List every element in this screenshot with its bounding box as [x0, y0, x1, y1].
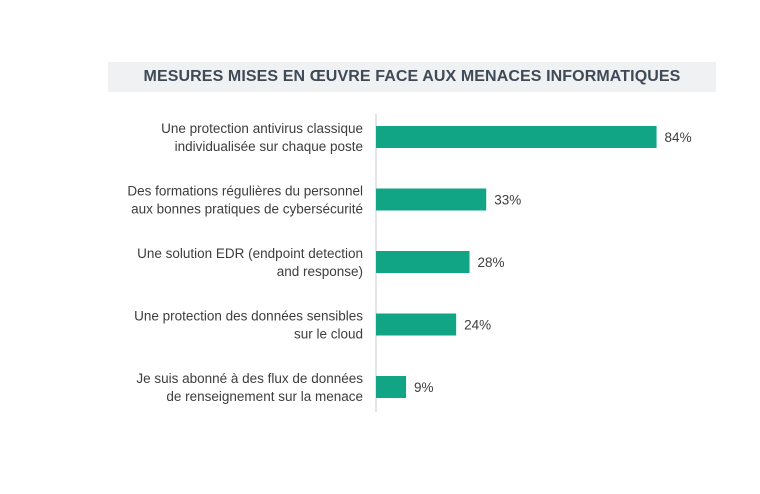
- bar-2: [376, 251, 470, 273]
- bars-layer: [376, 126, 657, 398]
- value-label-0: 84%: [665, 130, 692, 145]
- bar-4: [376, 376, 407, 398]
- category-label-0-line-1: individualisée sur chaque poste: [175, 139, 363, 154]
- category-label-2-line-0: Une solution EDR (endpoint detection: [137, 246, 363, 261]
- value-label-3: 24%: [464, 318, 491, 333]
- category-label-3-line-0: Une protection des données sensibles: [134, 309, 363, 324]
- category-label-4-line-0: Je suis abonné à des flux de données: [136, 371, 363, 386]
- value-labels: 84% 33% 28% 24% 9%: [414, 130, 692, 395]
- chart-title: MESURES MISES EN ŒUVRE FACE AUX MENACES …: [143, 68, 681, 85]
- category-label-0-line-0: Une protection antivirus classique: [161, 121, 363, 136]
- bar-0: [376, 126, 657, 148]
- category-label-3-line-1: sur le cloud: [294, 327, 363, 342]
- category-label-4-line-1: de renseignement sur la menace: [166, 389, 363, 404]
- value-label-1: 33%: [494, 193, 521, 208]
- value-label-4: 9%: [414, 380, 434, 395]
- category-label-1: Des formations régulières du personnel au…: [127, 184, 363, 217]
- category-label-2: Une solution EDR (endpoint detection and …: [137, 246, 363, 279]
- value-label-2: 28%: [478, 255, 505, 270]
- category-label-4: Je suis abonné à des flux de données de r…: [136, 371, 363, 404]
- bar-1: [376, 188, 487, 211]
- category-label-0: Une protection antivirus classique indivi…: [161, 121, 363, 154]
- chart-title-band: MESURES MISES EN ŒUVRE FACE AUX MENACES …: [108, 62, 716, 92]
- bar-3: [376, 313, 457, 336]
- category-label-2-line-1: and response): [277, 264, 363, 279]
- category-label-1-line-1: aux bonnes pratiques de cybersécurité: [131, 202, 363, 217]
- category-label-1-line-0: Des formations régulières du personnel: [127, 184, 363, 199]
- category-label-3: Une protection des données sensibles sur …: [134, 309, 363, 342]
- category-labels: Une protection antivirus classique indivi…: [127, 121, 363, 404]
